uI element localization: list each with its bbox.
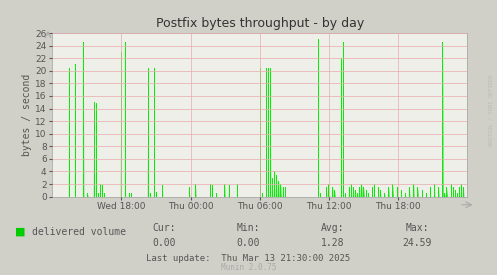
Text: 24.59: 24.59 [403,238,432,248]
Text: Max:: Max: [406,223,429,233]
Text: Min:: Min: [237,223,260,233]
Text: 0.00: 0.00 [237,238,260,248]
Text: delivered volume: delivered volume [32,227,126,237]
Text: Munin 2.0.75: Munin 2.0.75 [221,263,276,272]
Title: Postfix bytes throughput - by day: Postfix bytes throughput - by day [156,17,364,31]
Text: Avg:: Avg: [321,223,345,233]
Text: 1.28: 1.28 [321,238,345,248]
Text: ■: ■ [15,227,25,237]
Y-axis label: bytes / second: bytes / second [22,74,32,156]
Text: Last update:  Thu Mar 13 21:30:00 2025: Last update: Thu Mar 13 21:30:00 2025 [147,254,350,263]
Text: 0.00: 0.00 [152,238,176,248]
Text: Cur:: Cur: [152,223,176,233]
Text: RRDTOOL / TOBI OETIKER: RRDTOOL / TOBI OETIKER [488,74,493,146]
